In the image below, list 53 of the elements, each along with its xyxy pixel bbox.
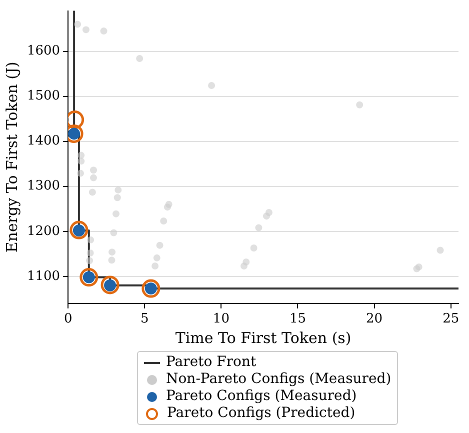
point — [255, 224, 262, 232]
x-tick-label: 20 — [366, 312, 383, 327]
y-tick-label: 1100 — [26, 268, 60, 284]
point — [112, 210, 120, 218]
point — [78, 152, 85, 159]
y-tick-label: 1300 — [26, 178, 60, 194]
point — [87, 236, 94, 244]
point — [74, 20, 82, 28]
point — [114, 194, 121, 202]
point — [160, 218, 168, 225]
x-tick-label: 0 — [64, 312, 72, 327]
point — [250, 244, 258, 252]
point — [114, 186, 122, 194]
y-tick-label: 1400 — [26, 134, 60, 149]
point — [142, 279, 160, 298]
y-tick-label: 1600 — [26, 44, 60, 59]
legend-label: Pareto Configs (Predicted) — [167, 405, 356, 422]
x-tick-label: 5 — [140, 312, 149, 327]
point — [76, 170, 84, 177]
y-axis-title: Energy To First Token (J) — [2, 62, 21, 253]
point — [88, 188, 96, 196]
point — [90, 166, 97, 174]
point — [82, 26, 90, 34]
point — [100, 276, 120, 294]
legend-label: Pareto Configs (Measured) — [166, 388, 357, 405]
point — [436, 246, 444, 254]
point — [86, 249, 94, 256]
point — [100, 28, 108, 35]
legend-label: Non-Pareto Configs (Measured) — [166, 371, 392, 388]
point — [156, 242, 164, 249]
point — [152, 262, 159, 270]
point — [265, 208, 272, 216]
point — [165, 200, 172, 208]
point — [110, 229, 118, 236]
point — [108, 256, 116, 264]
point — [136, 55, 144, 62]
legend-label: Pareto Front — [166, 354, 256, 371]
x-tick-label: 15 — [289, 312, 306, 327]
point — [78, 158, 85, 165]
point — [108, 248, 116, 256]
x-tick-label: 10 — [212, 312, 230, 327]
y-tick-label: 1200 — [26, 224, 60, 239]
point — [242, 258, 250, 266]
point — [86, 257, 94, 264]
point — [80, 268, 98, 287]
point — [153, 254, 160, 262]
point — [90, 174, 97, 182]
point — [70, 220, 88, 240]
point — [208, 82, 216, 90]
x-axis-title: Time To First Token (s) — [175, 328, 352, 347]
x-tick-label: 25 — [442, 312, 460, 327]
y-tick-label: 1500 — [26, 88, 60, 104]
point — [356, 101, 364, 108]
